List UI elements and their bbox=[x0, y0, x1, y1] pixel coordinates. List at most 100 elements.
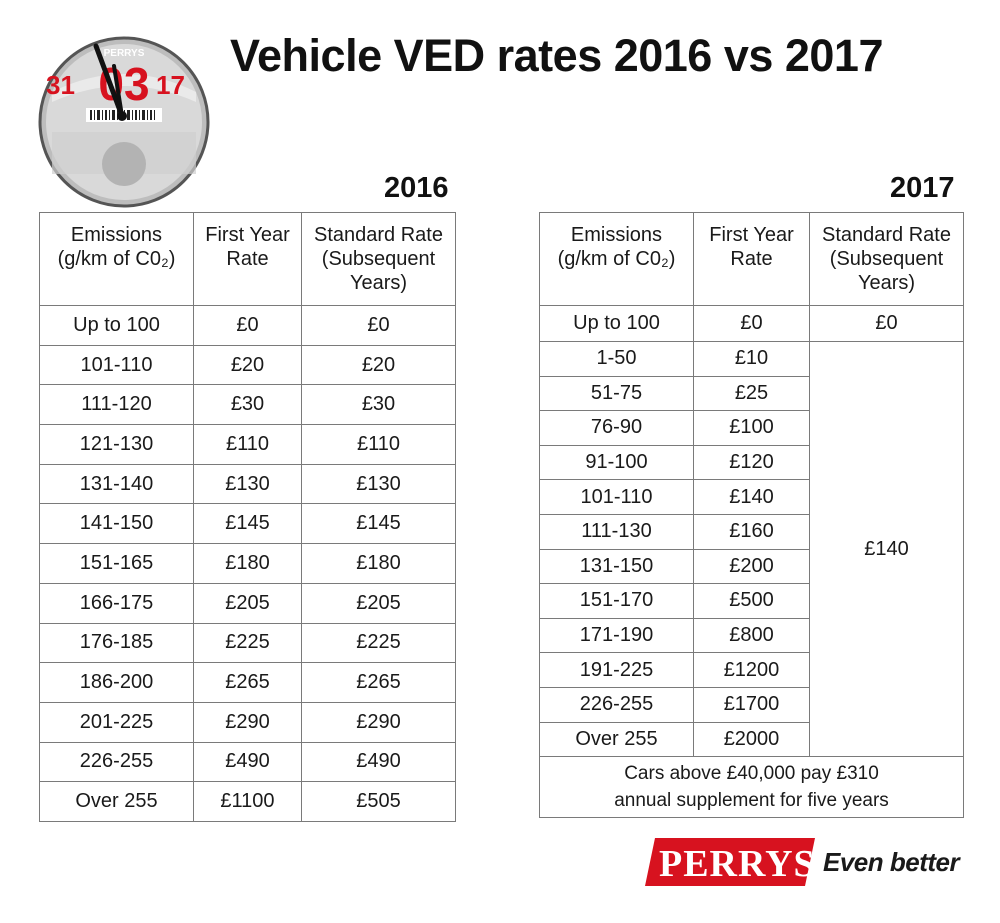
first-year-rate-cell: £10 bbox=[693, 341, 810, 377]
emissions-cell: 51-75 bbox=[539, 375, 694, 412]
first-year-rate-cell: £1200 bbox=[693, 652, 810, 688]
standard-rate-cell: £505 bbox=[301, 781, 456, 822]
table-header-row: Emissions (g/km of C0₂) First Year Rate … bbox=[39, 212, 456, 306]
emissions-cell: 151-170 bbox=[539, 583, 694, 619]
emissions-cell: 131-140 bbox=[39, 463, 194, 505]
emissions-cell: 176-185 bbox=[39, 622, 194, 664]
standard-rate-cell: £0 bbox=[301, 305, 456, 346]
emissions-cell: 226-255 bbox=[539, 686, 694, 723]
emissions-cell: Over 255 bbox=[539, 721, 694, 758]
emissions-cell: 141-150 bbox=[39, 503, 194, 545]
first-year-rate-cell: £225 bbox=[193, 622, 302, 664]
first-year-rate-cell: £800 bbox=[693, 617, 810, 654]
luxury-supplement-note: Cars above £40,000 pay £310 annual supple… bbox=[539, 756, 964, 819]
first-year-rate-cell: £0 bbox=[193, 305, 302, 346]
emissions-cell: 101-110 bbox=[39, 344, 194, 386]
table-row: Up to 100 £0 £0 bbox=[39, 305, 456, 346]
table-row: 101-110 £140 bbox=[539, 479, 964, 515]
standard-rate-cell: £110 bbox=[301, 424, 456, 465]
first-year-rate-cell: £140 bbox=[693, 479, 810, 515]
logo-tagline: Even better bbox=[823, 847, 960, 877]
header-first-year-rate: First Year Rate bbox=[693, 212, 810, 306]
table-row: 111-130 £160 bbox=[539, 513, 964, 550]
emissions-cell: 121-130 bbox=[39, 424, 194, 465]
ved-table-2016: Emissions (g/km of C0₂) First Year Rate … bbox=[39, 212, 456, 822]
table-header-row: Emissions (g/km of C0₂) First Year Rate … bbox=[539, 212, 964, 306]
badge-year: 17 bbox=[156, 70, 185, 100]
table-row: 191-225 £1200 bbox=[539, 652, 964, 688]
first-year-rate-cell: £0 bbox=[693, 305, 810, 342]
standard-rate-cell: £30 bbox=[301, 384, 456, 426]
first-year-rate-cell: £490 bbox=[193, 741, 302, 783]
first-year-rate-cell: £205 bbox=[193, 582, 302, 624]
table-row: Over 255 £2000 bbox=[539, 721, 964, 758]
table-row: 76-90 £100 bbox=[539, 410, 964, 446]
standard-rate-cell: £490 bbox=[301, 741, 456, 783]
emissions-cell: Over 255 bbox=[39, 781, 194, 822]
emissions-cell: Up to 100 bbox=[39, 305, 194, 346]
table-row: Up to 100 £0 £0 bbox=[539, 305, 964, 342]
header-first-year-rate: First Year Rate bbox=[193, 212, 302, 306]
standard-rate-cell: £130 bbox=[301, 463, 456, 505]
emissions-cell: 111-130 bbox=[539, 513, 694, 550]
first-year-rate-cell: £145 bbox=[193, 503, 302, 545]
standard-rate-cell: £180 bbox=[301, 543, 456, 584]
first-year-rate-cell: £2000 bbox=[693, 721, 810, 758]
emissions-cell: 91-100 bbox=[539, 444, 694, 481]
first-year-rate-cell: £1700 bbox=[693, 686, 810, 723]
table-note-row: Cars above £40,000 pay £310 annual supple… bbox=[539, 756, 964, 819]
table-row: 1-50 £10 £140 bbox=[539, 340, 964, 758]
badge-top-text: PERRYS bbox=[104, 48, 145, 59]
standard-rate-cell: £225 bbox=[301, 622, 456, 664]
first-year-rate-cell: £120 bbox=[693, 444, 810, 481]
emissions-cell: 131-150 bbox=[539, 548, 694, 585]
first-year-rate-cell: £180 bbox=[193, 543, 302, 584]
table-row: 226-255 £1700 bbox=[539, 686, 964, 723]
tax-disc-clock-icon: PERRYS 31 03 17 bbox=[38, 36, 210, 208]
perrys-logo: PERRYS Even better bbox=[645, 838, 965, 888]
emissions-cell: 186-200 bbox=[39, 662, 194, 703]
table-row: 226-255 £490 £490 bbox=[39, 741, 456, 783]
table-row: 186-200 £265 £265 bbox=[39, 662, 456, 703]
table-row: 101-110 £20 £20 bbox=[39, 344, 456, 386]
table-row: 131-150 £200 bbox=[539, 548, 964, 585]
emissions-cell: 201-225 bbox=[39, 701, 194, 743]
badge-month: 03 bbox=[98, 58, 149, 110]
header-standard-rate: Standard Rate (Subsequent Years) bbox=[809, 212, 964, 306]
first-year-rate-cell: £130 bbox=[193, 463, 302, 505]
table-row: 131-140 £130 £130 bbox=[39, 463, 456, 505]
table-row: Over 255 £1100 £505 bbox=[39, 781, 456, 822]
badge-day: 31 bbox=[46, 70, 75, 100]
table-row: 121-130 £110 £110 bbox=[39, 424, 456, 465]
table-row: 151-170 £500 bbox=[539, 583, 964, 619]
emissions-cell: 1-50 bbox=[539, 341, 694, 377]
first-year-rate-cell: £110 bbox=[193, 424, 302, 465]
standard-rate-merged-cell: £140 bbox=[809, 340, 964, 758]
page-title: Vehicle VED rates 2016 vs 2017 bbox=[230, 30, 884, 81]
note-line-2: annual supplement for five years bbox=[614, 790, 889, 812]
emissions-cell: 166-175 bbox=[39, 582, 194, 624]
table-row: 151-165 £180 £180 bbox=[39, 543, 456, 584]
first-year-rate-cell: £25 bbox=[693, 375, 810, 412]
emissions-cell: 226-255 bbox=[39, 741, 194, 783]
year-label-2017: 2017 bbox=[890, 172, 955, 204]
first-year-rate-cell: £290 bbox=[193, 701, 302, 743]
header-standard-rate: Standard Rate (Subsequent Years) bbox=[301, 212, 456, 306]
first-year-rate-cell: £30 bbox=[193, 384, 302, 426]
first-year-rate-cell: £1100 bbox=[193, 781, 302, 822]
first-year-rate-cell: £200 bbox=[693, 548, 810, 585]
header-emissions: Emissions (g/km of C0₂) bbox=[539, 212, 694, 306]
emissions-cell: Up to 100 bbox=[539, 305, 694, 342]
header-emissions: Emissions (g/km of C0₂) bbox=[39, 212, 194, 306]
standard-rate-cell: £0 bbox=[809, 305, 964, 342]
table-row: 201-225 £290 £290 bbox=[39, 701, 456, 743]
emissions-cell: 171-190 bbox=[539, 617, 694, 654]
logo-brand-text: PERRYS bbox=[659, 843, 816, 885]
table-row: 141-150 £145 £145 bbox=[39, 503, 456, 545]
table-row: 166-175 £205 £205 bbox=[39, 582, 456, 624]
first-year-rate-cell: £500 bbox=[693, 583, 810, 619]
emissions-cell: 101-110 bbox=[539, 479, 694, 515]
note-line-1: Cars above £40,000 pay £310 bbox=[624, 763, 879, 785]
standard-rate-cell: £205 bbox=[301, 582, 456, 624]
emissions-cell: 111-120 bbox=[39, 384, 194, 426]
